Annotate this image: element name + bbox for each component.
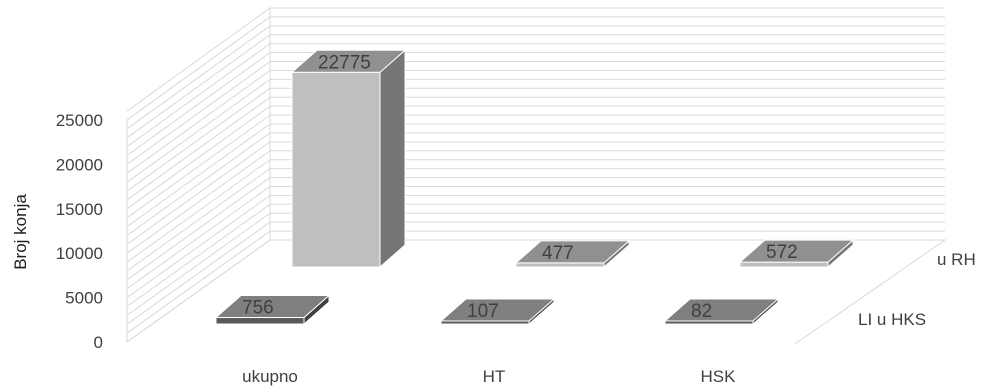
bar-top xyxy=(439,298,556,322)
gridline xyxy=(126,87,945,192)
gridline xyxy=(126,52,945,156)
data-label: 22775 xyxy=(318,52,371,73)
gridline xyxy=(126,230,945,334)
bar xyxy=(738,239,855,269)
series-axis-labels: LI u HKS u RH xyxy=(858,250,976,329)
bar xyxy=(514,239,631,269)
bar-top xyxy=(214,295,331,319)
gridline xyxy=(126,212,945,316)
bar-top xyxy=(514,240,631,264)
data-label: 82 xyxy=(691,301,712,322)
gridline xyxy=(126,150,945,254)
bar-top xyxy=(290,49,407,73)
gridline xyxy=(126,203,945,307)
y-tick-label: 25000 xyxy=(56,111,103,130)
data-label: 107 xyxy=(467,301,499,322)
gridline xyxy=(126,16,945,121)
category-label: ukupno xyxy=(242,367,298,386)
gridline xyxy=(126,114,945,219)
bars xyxy=(214,49,855,326)
y-axis-title: Broj konja xyxy=(11,194,30,270)
gridline xyxy=(126,25,945,130)
gridline xyxy=(126,96,945,201)
data-label: 477 xyxy=(542,243,574,264)
gridline xyxy=(126,239,945,343)
gridline xyxy=(126,123,945,227)
y-tick-label: 10000 xyxy=(56,244,103,263)
gridline xyxy=(126,221,945,325)
bar-front xyxy=(291,71,381,268)
gridline xyxy=(126,34,945,139)
bar xyxy=(663,297,780,326)
data-labels: 22775 477 572 756 107 82 xyxy=(242,52,798,322)
series-axis-label: u RH xyxy=(937,250,976,269)
category-label: HT xyxy=(483,367,506,386)
bar-top xyxy=(738,239,855,263)
gridline xyxy=(126,194,945,299)
bar xyxy=(290,49,407,269)
y-tick-label: 20000 xyxy=(56,155,103,174)
gridline xyxy=(126,78,945,183)
y-tick-label: 5000 xyxy=(65,289,103,308)
bar-side xyxy=(379,49,406,269)
y-axis-ticks: 0 5000 10000 15000 20000 25000 xyxy=(56,111,103,352)
category-label: HSK xyxy=(701,367,737,386)
gridline xyxy=(126,141,945,245)
bar xyxy=(439,297,556,326)
gridline xyxy=(126,159,945,263)
gridline xyxy=(126,7,945,112)
bar xyxy=(214,294,331,326)
data-label: 756 xyxy=(242,298,274,319)
series-axis-label: LI u HKS xyxy=(858,310,926,329)
gridline xyxy=(126,43,945,148)
data-label: 572 xyxy=(766,242,798,263)
gridline xyxy=(126,185,945,290)
gridline xyxy=(126,61,945,165)
gridline xyxy=(126,132,945,236)
gridline xyxy=(126,69,945,174)
bar-top xyxy=(663,298,780,322)
gridlines xyxy=(126,7,945,343)
gridline xyxy=(126,168,945,272)
gridline xyxy=(126,105,945,210)
y-tick-label: 0 xyxy=(94,333,103,352)
gridline xyxy=(126,177,945,281)
category-axis-labels: ukupno HT HSK xyxy=(242,367,736,386)
y-tick-label: 15000 xyxy=(56,200,103,219)
